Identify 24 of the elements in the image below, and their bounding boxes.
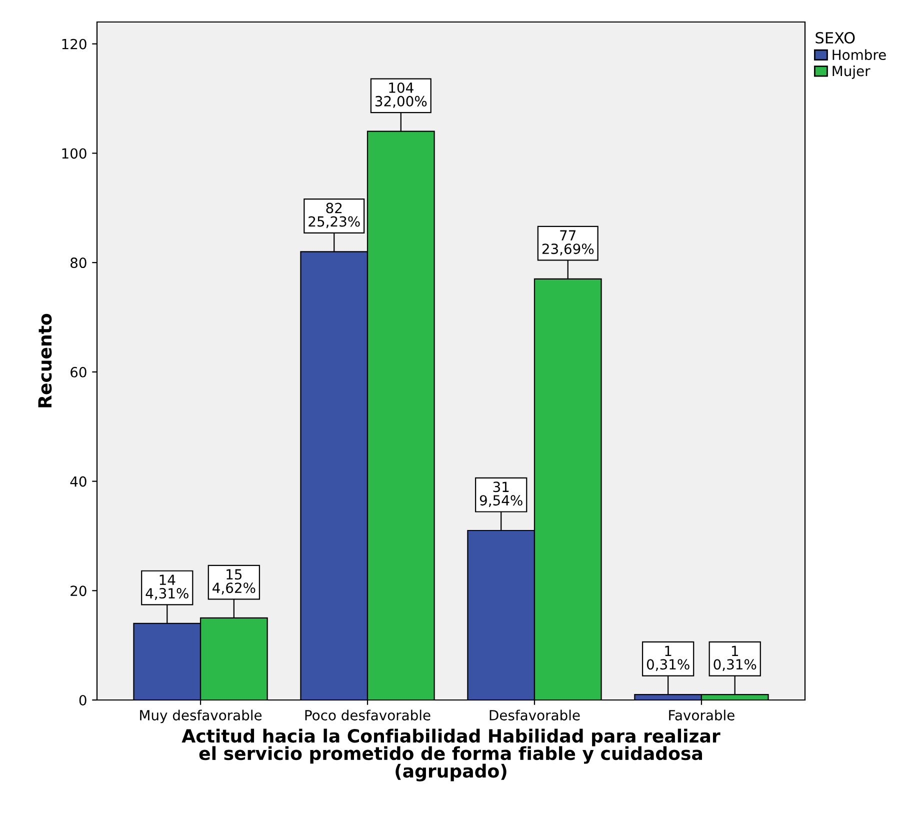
x-tick-label: Muy desfavorable bbox=[140, 710, 262, 724]
y-tick-label: 120 bbox=[62, 38, 86, 50]
legend-title: SEXO bbox=[816, 32, 855, 44]
data-label: 15 4,62% bbox=[212, 569, 256, 594]
y-tick-label: 80 bbox=[70, 258, 86, 268]
x-tick-label: Poco desfavorable bbox=[305, 710, 430, 720]
x-tick-label: Favorable bbox=[669, 710, 734, 720]
x-axis-title: Actitud hacia la Confiabilidad Habilidad para realizar el servicio prometido de forma fiable y cuidadosa (agrupado) bbox=[182, 728, 720, 782]
legend-label: Hombre bbox=[832, 49, 886, 60]
y-tick-label: 60 bbox=[70, 366, 86, 378]
data-label: 1 0,31% bbox=[646, 646, 690, 672]
y-tick-label: 40 bbox=[70, 476, 86, 487]
legend-label: Mujer bbox=[832, 66, 870, 79]
data-label: 1 0,31% bbox=[714, 646, 756, 672]
data-label: 82 25,23% bbox=[308, 202, 360, 228]
x-tick-label: Desfavorable bbox=[490, 710, 580, 720]
y-tick-label: 100 bbox=[62, 148, 86, 159]
y-axis-title: Recuento bbox=[38, 314, 52, 408]
y-tick-label: 0 bbox=[79, 694, 86, 706]
data-label: 104 32,00% bbox=[375, 82, 427, 108]
data-label: 14 4,31% bbox=[146, 574, 188, 600]
y-tick-label: 20 bbox=[70, 586, 86, 596]
data-label: 31 9,54% bbox=[480, 482, 522, 508]
data-label: 77 23,69% bbox=[542, 230, 594, 256]
